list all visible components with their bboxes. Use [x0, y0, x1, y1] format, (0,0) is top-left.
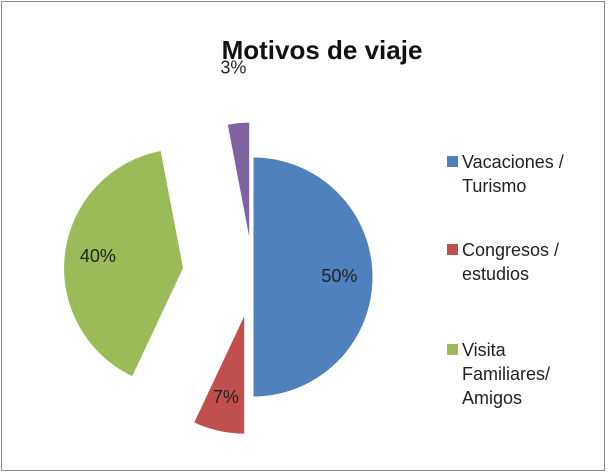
legend-label: Vacaciones / Turismo	[462, 152, 564, 196]
data-label: 50%	[321, 266, 357, 286]
legend-swatch	[447, 244, 458, 255]
legend-label: Congresos / estudios	[462, 240, 560, 284]
pie-slice	[252, 156, 374, 398]
data-label: 7%	[213, 387, 239, 407]
legend-entry: Congresos / estudios	[447, 238, 577, 286]
data-label: 40%	[80, 246, 116, 266]
legend-entry: Vacaciones / Turismo	[447, 150, 577, 198]
pie-slice	[63, 149, 185, 378]
legend-label: Visita Familiares/ Amigos	[462, 340, 551, 408]
legend-swatch	[447, 156, 458, 167]
legend-entry: Visita Familiares/ Amigos	[447, 338, 577, 410]
legend-swatch	[447, 344, 458, 355]
pie-slice	[226, 121, 251, 243]
data-label: 3%	[220, 58, 246, 78]
pie-slice	[192, 313, 246, 435]
chart-title: Motivos de viaje	[222, 35, 423, 65]
